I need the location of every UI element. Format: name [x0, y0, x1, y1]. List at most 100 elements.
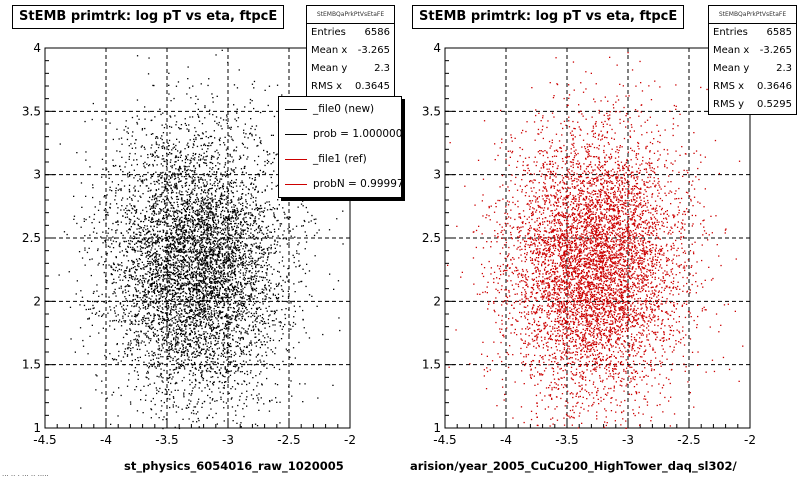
left-marker [250, 279, 253, 281]
left-marker [206, 345, 208, 347]
left-marker [267, 104, 269, 107]
left-marker [169, 225, 171, 227]
left-marker [112, 236, 114, 238]
left-marker [157, 361, 159, 363]
left-marker [234, 388, 237, 390]
left-marker [215, 305, 217, 307]
left-marker [223, 306, 225, 309]
left-marker [223, 223, 225, 225]
left-marker [132, 276, 134, 278]
left-marker [230, 283, 232, 286]
left-marker [198, 228, 200, 230]
left-marker [189, 236, 192, 238]
left-marker [203, 315, 205, 318]
left-marker [213, 274, 215, 276]
left-marker [129, 270, 131, 273]
left-marker [165, 205, 167, 207]
left-marker [190, 400, 192, 402]
left-marker [239, 343, 241, 345]
left-marker [232, 246, 235, 248]
left-marker [183, 229, 185, 231]
left-marker [258, 225, 260, 227]
left-marker [225, 175, 227, 178]
left-marker [164, 222, 167, 224]
left-marker [182, 333, 184, 335]
left-marker [250, 394, 253, 396]
left-marker [243, 304, 245, 306]
left-marker [182, 364, 184, 366]
left-marker [191, 230, 193, 232]
left-marker [297, 244, 299, 246]
left-marker [297, 206, 299, 208]
left-marker [166, 302, 168, 304]
left-marker [190, 277, 192, 279]
left-marker [128, 210, 131, 212]
left-marker [235, 146, 238, 148]
left-marker [196, 337, 198, 340]
left-marker [174, 291, 176, 293]
left-marker [185, 347, 187, 349]
left-marker [180, 255, 182, 257]
left-marker [294, 310, 296, 313]
left-marker [174, 242, 176, 244]
left-marker [229, 261, 232, 263]
left-marker [180, 335, 183, 337]
left-marker [210, 297, 212, 299]
left-marker [202, 226, 205, 228]
left-marker [220, 214, 222, 216]
left-marker [255, 345, 257, 347]
left-marker [101, 380, 103, 382]
left-marker [193, 159, 196, 161]
left-marker [154, 260, 157, 262]
left-marker [232, 335, 234, 337]
left-marker [261, 252, 263, 255]
left-marker [249, 102, 251, 104]
left-marker [160, 137, 162, 139]
left-marker [207, 394, 209, 397]
left-marker [117, 270, 119, 272]
left-marker [173, 327, 175, 329]
left-marker [177, 358, 180, 360]
left-marker [231, 321, 233, 324]
left-marker [240, 349, 242, 351]
left-marker [156, 305, 159, 308]
left-marker [188, 165, 190, 168]
left-marker [148, 338, 150, 340]
left-marker [192, 409, 194, 412]
left-marker [144, 307, 146, 309]
left-marker [186, 251, 188, 253]
left-x-tick-label: -3 [222, 433, 234, 447]
left-marker [123, 364, 125, 366]
left-marker [192, 201, 195, 203]
left-marker [171, 334, 173, 336]
left-marker [195, 266, 197, 268]
left-marker [206, 207, 208, 209]
left-marker [184, 310, 186, 312]
left-marker [87, 353, 89, 355]
left-marker [188, 203, 190, 205]
left-marker [279, 237, 281, 240]
left-marker [194, 239, 197, 241]
left-marker [210, 327, 212, 329]
left-marker [303, 327, 305, 329]
left-marker [264, 207, 266, 209]
left-marker [217, 215, 219, 217]
left-marker [168, 350, 170, 352]
left-marker [147, 322, 149, 325]
left-marker [245, 206, 247, 208]
left-marker [257, 307, 259, 309]
left-marker [199, 227, 202, 229]
left-marker [134, 223, 136, 226]
left-marker [186, 269, 189, 272]
left-marker [205, 287, 207, 289]
left-marker [150, 153, 152, 155]
left-marker [224, 258, 226, 261]
left-marker [191, 238, 194, 240]
left-marker [173, 207, 175, 210]
left-marker [174, 293, 176, 296]
left-marker [213, 300, 215, 302]
left-marker [292, 347, 295, 349]
left-marker [196, 403, 198, 405]
left-marker [294, 236, 296, 238]
left-marker [234, 204, 237, 207]
